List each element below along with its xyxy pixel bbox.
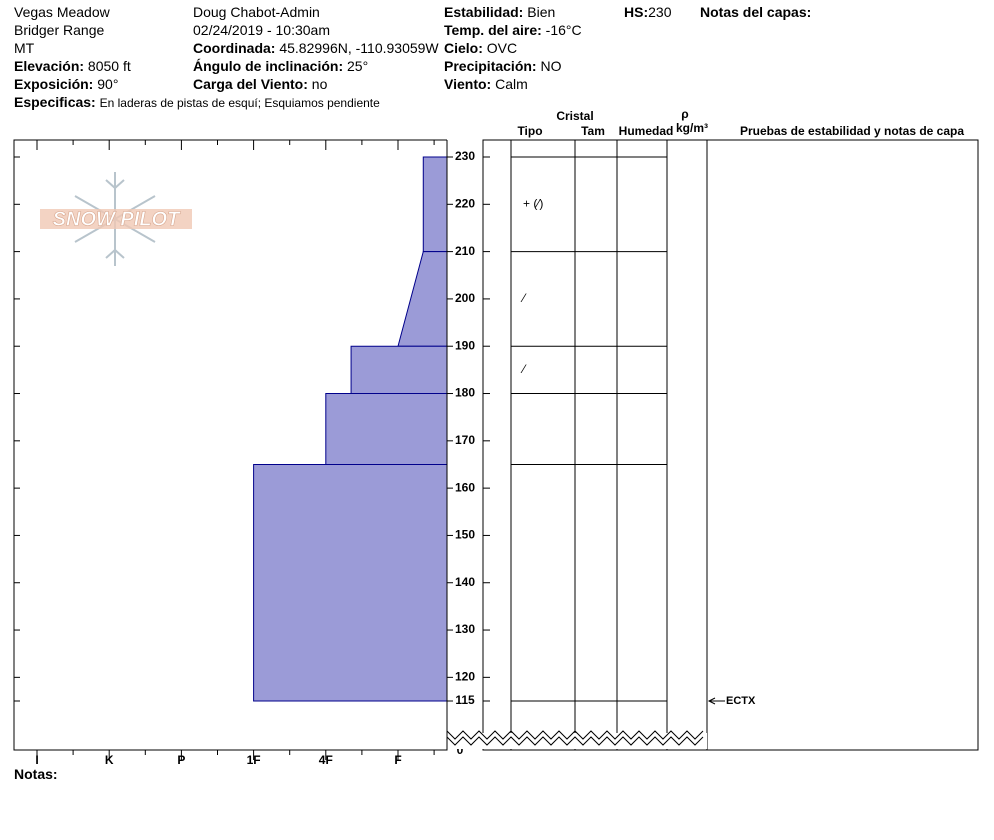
- label: HS:: [624, 4, 649, 20]
- field: Carga del Viento: no: [193, 75, 327, 93]
- field: Viento: Calm: [444, 75, 528, 93]
- observer: Doug Chabot-Admin: [193, 4, 320, 20]
- test-arrowhead: [707, 697, 716, 705]
- hardness-layer: [325, 393, 448, 465]
- hardness-layer: [397, 251, 448, 347]
- field: Temp. del aire: -16°C: [444, 21, 582, 39]
- depth-label: 115: [455, 693, 475, 707]
- value: 90°: [97, 76, 119, 92]
- label: Viento:: [444, 76, 492, 92]
- label: Temp. del aire:: [444, 22, 542, 38]
- value: 25°: [347, 58, 369, 74]
- depth-label: 140: [455, 575, 475, 589]
- column-header: Humedad: [619, 124, 674, 138]
- depth-label: 170: [455, 433, 475, 447]
- label: Exposición:: [14, 76, 94, 92]
- value: Bien: [527, 4, 556, 20]
- hardness-label: 4F: [319, 753, 333, 767]
- label: Coordinada:: [193, 40, 276, 56]
- field: Elevación: 8050 ft: [14, 57, 131, 75]
- break-mask: [448, 733, 707, 749]
- label: Precipitación:: [444, 58, 537, 74]
- depth-label: 190: [455, 338, 475, 352]
- hardness-layer: [350, 345, 448, 395]
- hardness-label: F: [394, 753, 401, 767]
- hardness-layer: [253, 463, 448, 702]
- value: En laderas de pistas de esquí; Esquiamos…: [99, 96, 380, 110]
- depth-label: 150: [455, 528, 475, 542]
- value: -16°C: [545, 22, 582, 38]
- label: Elevación:: [14, 58, 85, 74]
- field: Ángulo de inclinación: 25°: [193, 57, 368, 75]
- value: 8050 ft: [87, 58, 131, 74]
- value: NO: [540, 58, 562, 74]
- field: Coordinada: 45.82996N, -110.93059W: [193, 39, 439, 57]
- label: Carga del Viento:: [193, 76, 308, 92]
- hardness-label: K: [105, 753, 114, 767]
- frame: [13, 139, 448, 751]
- label: Especificas:: [14, 94, 96, 110]
- notes-label: Notas:: [14, 766, 58, 782]
- column-header: Pruebas de estabilidad y notas de capa: [740, 124, 964, 138]
- field: Cielo: OVC: [444, 39, 517, 57]
- crystal-symbol: ⁄: [520, 362, 527, 376]
- location: MT: [14, 40, 35, 56]
- field: Especificas: En laderas de pistas de esq…: [14, 93, 380, 112]
- value: no: [311, 76, 328, 92]
- location: Bridger Range: [14, 22, 105, 38]
- column-header: Cristal: [556, 109, 593, 123]
- field: Exposición: 90°: [14, 75, 118, 93]
- location: Vegas Meadow: [14, 4, 110, 20]
- depth-label: 210: [455, 244, 475, 258]
- break-line: [446, 736, 704, 746]
- depth-label: 160: [455, 480, 475, 494]
- value: 230: [648, 4, 672, 20]
- label: Ángulo de inclinación:: [193, 58, 344, 74]
- logo-band: [40, 209, 192, 229]
- value: 45.82996N, -110.93059W: [279, 40, 439, 56]
- depth-label: 130: [455, 622, 475, 636]
- depth-label: 0: [457, 743, 464, 757]
- datetime: 02/24/2019 - 10:30am: [193, 22, 330, 38]
- field: HS:230: [624, 3, 671, 21]
- field: Precipitación: NO: [444, 57, 561, 75]
- hardness-label: P: [177, 753, 185, 767]
- crystal-symbol: ⁄: [520, 291, 527, 305]
- test-label: ECTX: [726, 695, 756, 707]
- label: Estabilidad:: [444, 4, 524, 20]
- layer-notes-label: Notas del capas:: [700, 4, 812, 20]
- depth-label: 220: [455, 196, 475, 210]
- value: OVC: [486, 40, 518, 56]
- hardness-label: I: [35, 753, 38, 767]
- break-line: [446, 730, 704, 740]
- field: Estabilidad: Bien: [444, 3, 555, 21]
- logo-text: SNOW PILOT: [53, 208, 181, 230]
- column-header: ρ: [681, 107, 688, 121]
- column-header: Tipo: [517, 124, 542, 138]
- column-header: kg/m³: [676, 121, 708, 135]
- depth-label: 200: [455, 291, 475, 305]
- depth-label: 180: [455, 386, 475, 400]
- depth-label: 120: [455, 670, 475, 684]
- grid-frame: [482, 139, 979, 751]
- depth-label: 230: [455, 149, 475, 163]
- crystal-symbol: + (⁄): [523, 196, 543, 210]
- hardness-layer: [422, 156, 448, 253]
- hardness-label: 1F: [247, 753, 261, 767]
- label: Cielo:: [444, 40, 483, 56]
- value: Calm: [495, 76, 528, 92]
- column-header: Tam: [581, 124, 605, 138]
